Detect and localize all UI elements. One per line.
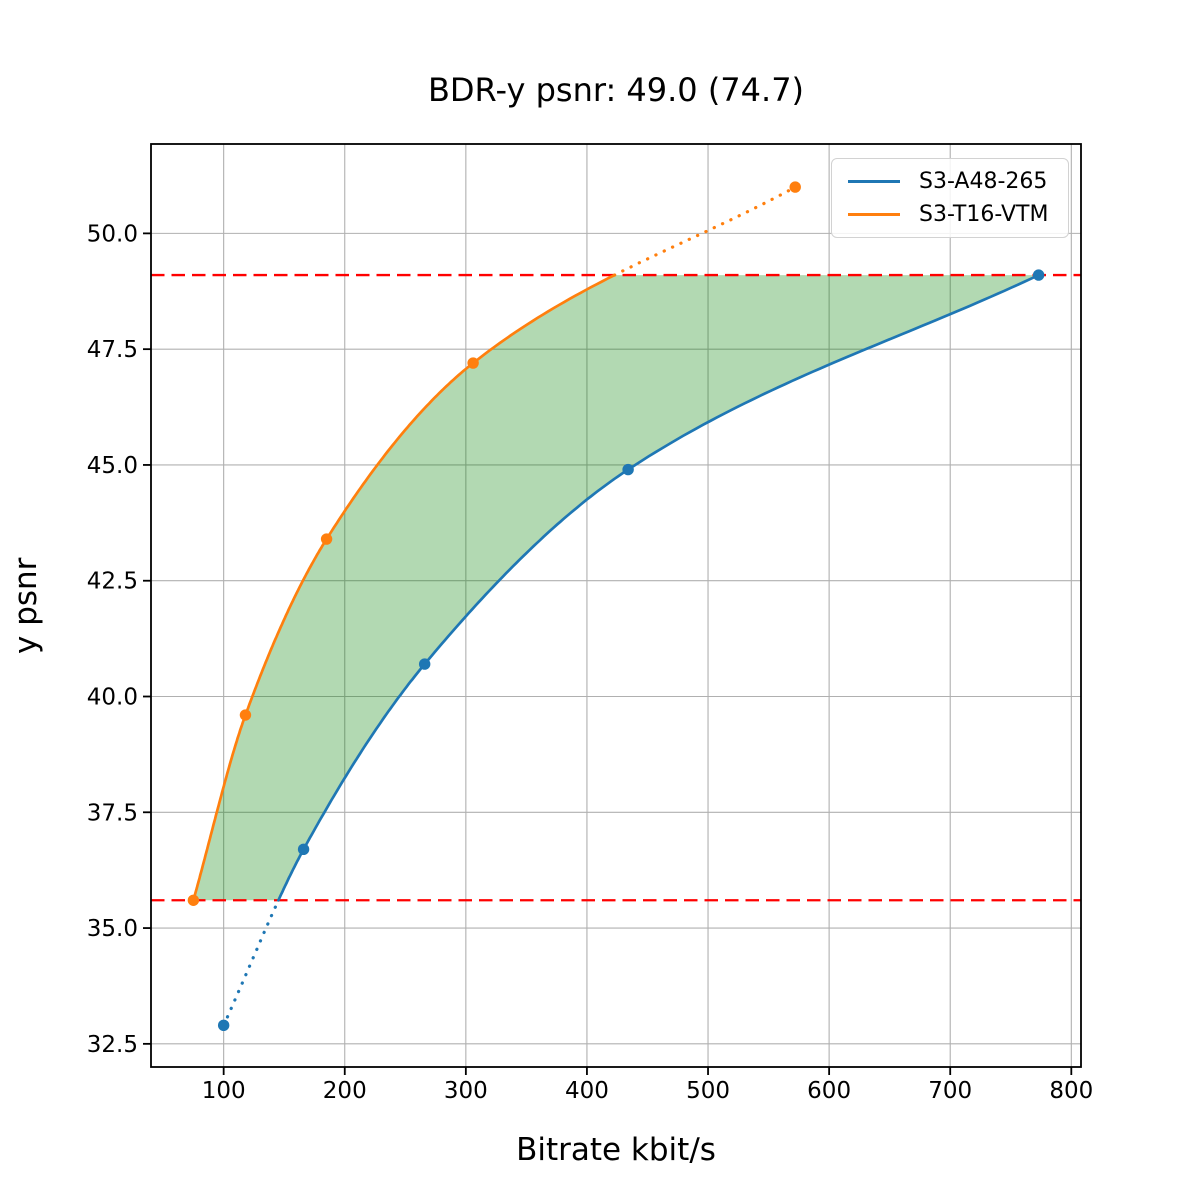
legend-label-0: S3-A48-265 <box>919 169 1048 194</box>
legend-line-swatch-0 <box>848 180 900 183</box>
x-tick-label: 700 <box>928 1078 972 1104</box>
y-tick-label: 32.5 <box>87 1032 138 1058</box>
x-tick-label: 100 <box>202 1078 246 1104</box>
legend-item-0: S3-A48-265 <box>832 165 1068 198</box>
x-tick-label: 600 <box>807 1078 851 1104</box>
data-point-marker-S3-A48-265 <box>622 463 634 476</box>
y-tick-label: 35.0 <box>87 916 138 942</box>
x-axis-label: Bitrate kbit/s <box>516 1132 716 1168</box>
y-tick-label: 42.5 <box>87 569 138 595</box>
data-point-marker-S3-T16-VTM <box>239 709 252 721</box>
x-tick-label: 300 <box>444 1078 488 1104</box>
data-point-marker-S3-T16-VTM <box>789 181 801 193</box>
series-line-dotted-S3-A48-265 <box>222 898 280 1027</box>
series-line-solid-S3-T16-VTM <box>192 273 616 902</box>
data-point-marker-S3-A48-265 <box>418 658 431 670</box>
bd-fill-region <box>193 275 1039 901</box>
x-tick-label: 400 <box>565 1078 609 1104</box>
data-point-marker-S3-A48-265 <box>217 1019 230 1032</box>
data-point-marker-S3-T16-VTM <box>320 533 333 545</box>
series-line-dotted-S3-T16-VTM <box>612 185 797 277</box>
axes-frame <box>150 143 1082 1068</box>
legend-label-1: S3-T16-VTM <box>919 202 1049 227</box>
data-point-marker-S3-A48-265 <box>1032 269 1045 281</box>
legend: S3-A48-265 S3-T16-VTM <box>831 158 1069 238</box>
series-line-solid-S3-A48-265 <box>277 273 1040 902</box>
legend-line-swatch-1 <box>848 213 900 216</box>
x-tick-label: 800 <box>1049 1078 1093 1104</box>
x-tick-label: 200 <box>323 1078 367 1104</box>
data-point-marker-S3-T16-VTM <box>467 357 479 369</box>
y-tick-label: 40.0 <box>87 685 138 711</box>
legend-item-1: S3-T16-VTM <box>832 198 1068 231</box>
y-axis-label: y psnr <box>8 557 44 654</box>
y-tick-label: 37.5 <box>87 800 138 826</box>
y-tick-label: 45.0 <box>87 453 138 479</box>
data-point-marker-S3-T16-VTM <box>187 894 200 906</box>
chart-title: BDR-y psnr: 49.0 (74.7) <box>427 71 805 109</box>
y-tick-label: 47.5 <box>87 337 138 363</box>
y-tick-label: 50.0 <box>87 221 138 247</box>
x-tick-label: 500 <box>686 1078 730 1104</box>
data-point-marker-S3-A48-265 <box>297 843 310 856</box>
